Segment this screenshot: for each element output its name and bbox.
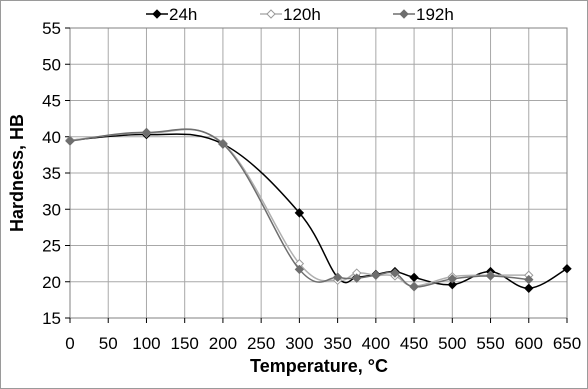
y-tick-label: 35 (42, 164, 61, 183)
series-point (447, 274, 458, 284)
series-point (65, 136, 75, 146)
series-point (352, 273, 362, 283)
x-tick-label: 550 (476, 334, 504, 353)
series-point (524, 283, 534, 293)
series-point (447, 279, 458, 290)
x-tick-label: 250 (247, 334, 275, 353)
x-tick-label: 300 (285, 334, 313, 353)
series-point (485, 271, 496, 281)
y-tick-label: 55 (42, 19, 61, 38)
x-tick-label: 150 (171, 334, 199, 353)
series-point (562, 263, 572, 274)
x-tick-label: 350 (323, 334, 351, 353)
x-tick-label: 50 (99, 334, 118, 353)
x-tick-label: 500 (438, 334, 466, 353)
series-point (409, 282, 419, 292)
series-point (218, 139, 228, 149)
y-tick-label: 30 (42, 200, 61, 219)
x-tick-label: 650 (553, 334, 581, 353)
legend-marker (152, 9, 162, 19)
series-point (332, 272, 343, 283)
x-tick-label: 400 (362, 334, 390, 353)
y-axis-title: Hardness, HB (7, 114, 27, 232)
legend-label: 192h (416, 5, 454, 24)
x-tick-label: 0 (65, 334, 74, 353)
series-point (371, 270, 381, 280)
y-tick-label: 40 (42, 128, 61, 147)
series-point (141, 127, 152, 138)
series-point (294, 264, 305, 275)
y-tick-label: 15 (42, 309, 61, 328)
x-tick-label: 450 (400, 334, 428, 353)
y-tick-label: 45 (42, 92, 61, 111)
series-layer (65, 127, 572, 293)
y-tick-label: 25 (42, 237, 61, 256)
x-tick-label: 100 (132, 334, 160, 353)
y-tick-label: 50 (42, 55, 61, 74)
x-tick-label: 200 (209, 334, 237, 353)
series-point (524, 274, 534, 285)
legend-label: 120h (283, 5, 321, 24)
legend-label: 24h (169, 5, 197, 24)
y-tick-label: 20 (42, 273, 61, 292)
x-tick-label: 600 (515, 334, 543, 353)
legend: 24h 120h 192h (146, 5, 454, 24)
axis-layer: 0 50 100 150 200 250 300 350 400 450 500 550 600 650 1… (42, 19, 581, 353)
legend-marker (266, 9, 276, 19)
series-point (390, 268, 400, 278)
x-axis-title: Temperature, °C (250, 356, 388, 376)
legend-marker (399, 9, 409, 19)
series-point (294, 208, 305, 218)
